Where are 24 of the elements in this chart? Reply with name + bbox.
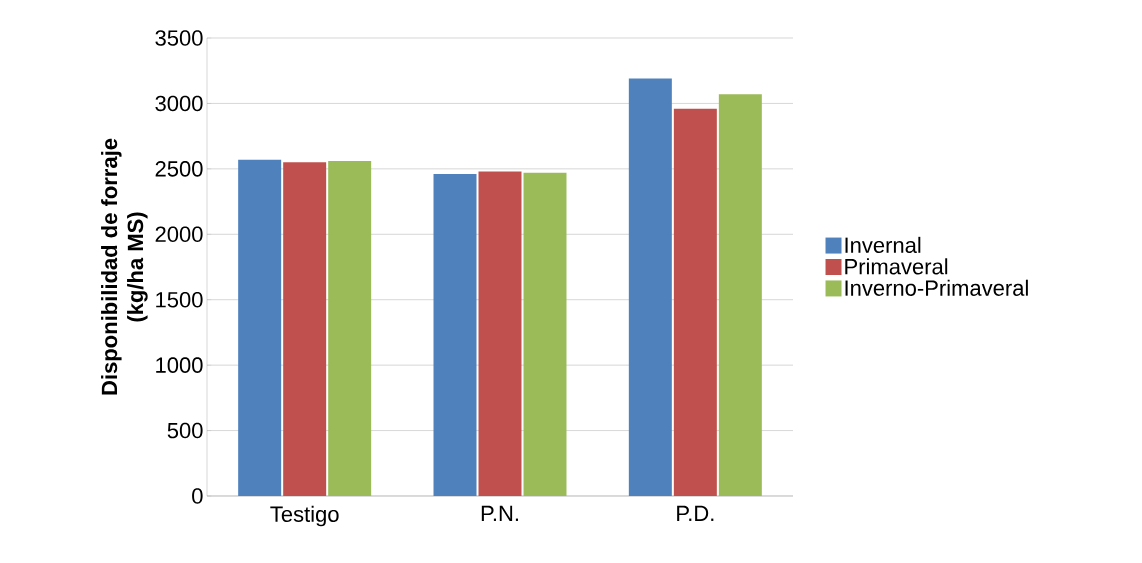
y-tick-label: 2000 <box>155 226 203 243</box>
x-tick-label: P.N. <box>481 505 518 521</box>
legend-label: Invernal <box>845 236 921 253</box>
bar <box>238 159 282 496</box>
y-tick-label: 0 <box>192 488 203 504</box>
y-tick-label: 1500 <box>156 291 203 308</box>
y-tick-label: 500 <box>167 422 203 439</box>
bar <box>328 161 372 496</box>
y-tick-label: 3500 <box>155 30 203 46</box>
y-tick-label: 3000 <box>155 95 203 112</box>
bar <box>283 162 327 496</box>
x-tick-label: Testigo <box>270 505 339 527</box>
y-tick-label: 1000 <box>156 357 203 373</box>
legend-label: Primaveral <box>845 258 948 275</box>
y-axis-title: Disponibilidad de forraje (kg/ha MS) <box>101 138 148 395</box>
bar <box>478 171 522 496</box>
bar <box>523 172 567 496</box>
bar <box>433 174 477 496</box>
bar <box>718 94 762 496</box>
y-tick-label: 2500 <box>155 161 203 177</box>
legend-label: Inverno-Primaveral <box>845 279 1028 296</box>
x-tick-label: P.D. <box>677 505 714 521</box>
bar <box>673 108 717 496</box>
bar <box>628 78 672 496</box>
